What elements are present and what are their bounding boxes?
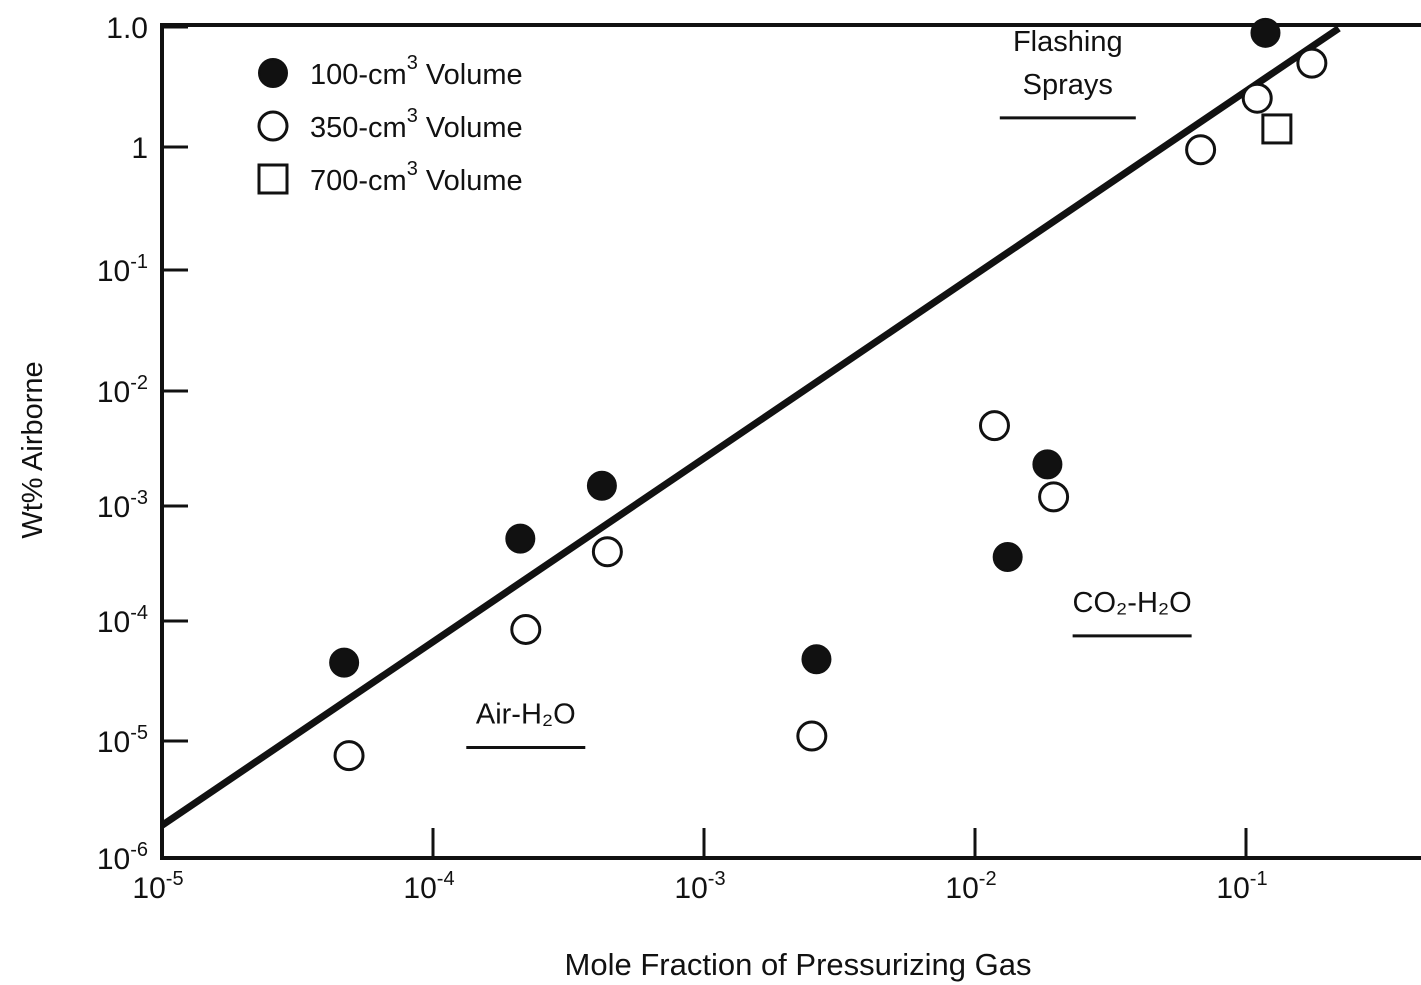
data-point-open-circle (333, 740, 365, 772)
fit-line-group (160, 25, 1341, 829)
data-point-open-circle (1185, 134, 1217, 166)
data-point-open-circle (796, 720, 828, 752)
data-point-filled-circle (801, 644, 832, 675)
data-point-filled-circle (586, 470, 617, 501)
plot-frame (160, 23, 1421, 860)
y-tick-label: 10-2 (97, 372, 148, 409)
annotation-label: Sprays (1023, 69, 1113, 101)
data-point-open-square (1261, 113, 1293, 145)
x-tick-label: 10-4 (403, 868, 454, 905)
y-tick-label: 10-5 (97, 722, 148, 759)
data-point-filled-circle (505, 523, 536, 554)
y-axis-label: Wt% Airborne (17, 361, 49, 538)
axes: 10-5 10-4 10-3 10-2 10-110-610-510-410-310-2… (97, 12, 1421, 905)
legend-entry: 350-cm3 Volume (310, 105, 523, 144)
data-point-open-circle (1038, 481, 1070, 513)
y-tick-label: 10-3 (97, 487, 148, 524)
annotation-label: CO₂-H₂O (1073, 587, 1192, 619)
data-point-open-circle (1241, 82, 1273, 114)
legend-entry: 700-cm3 Volume (310, 158, 523, 197)
data-point-filled-circle (992, 542, 1023, 573)
y-tick-label: 1.0 (106, 12, 148, 45)
y-tick-label: 10-6 (97, 839, 148, 876)
data-points (329, 17, 1328, 772)
x-tick-label: 10-3 (674, 868, 725, 905)
data-point-filled-circle (329, 647, 360, 678)
data-point-filled-circle (1250, 17, 1281, 48)
x-tick-label: 10-1 (1216, 868, 1267, 905)
data-point-open-circle (510, 613, 542, 645)
x-tick-label: 10-5 (132, 868, 183, 905)
y-tick-label: 10-1 (97, 251, 148, 288)
data-point-filled-circle (1032, 449, 1063, 480)
legend-marker (257, 110, 289, 142)
legend-entry: 100-cm3 Volume (310, 52, 523, 91)
annotations: Flashing Sprays Air-H₂O CO₂-H₂O (466, 26, 1192, 749)
legend-marker (257, 163, 289, 195)
y-tick-label: 1 (131, 132, 148, 165)
legend: 100-cm3 Volume 350-cm3 Volume 700-cm3 Volu… (257, 52, 523, 197)
x-tick-label: 10-2 (945, 868, 996, 905)
x-axis-label: Mole Fraction of Pressurizing Gas (565, 947, 1032, 982)
data-point-open-circle (591, 536, 623, 568)
legend-marker (258, 58, 288, 88)
data-point-open-circle (1296, 47, 1328, 79)
fit-line (160, 25, 1341, 829)
y-tick-label: 10-4 (97, 602, 148, 639)
annotation-label: Air-H₂O (476, 698, 576, 730)
annotation-label: Flashing (1013, 26, 1123, 58)
data-point-open-circle (978, 410, 1010, 442)
